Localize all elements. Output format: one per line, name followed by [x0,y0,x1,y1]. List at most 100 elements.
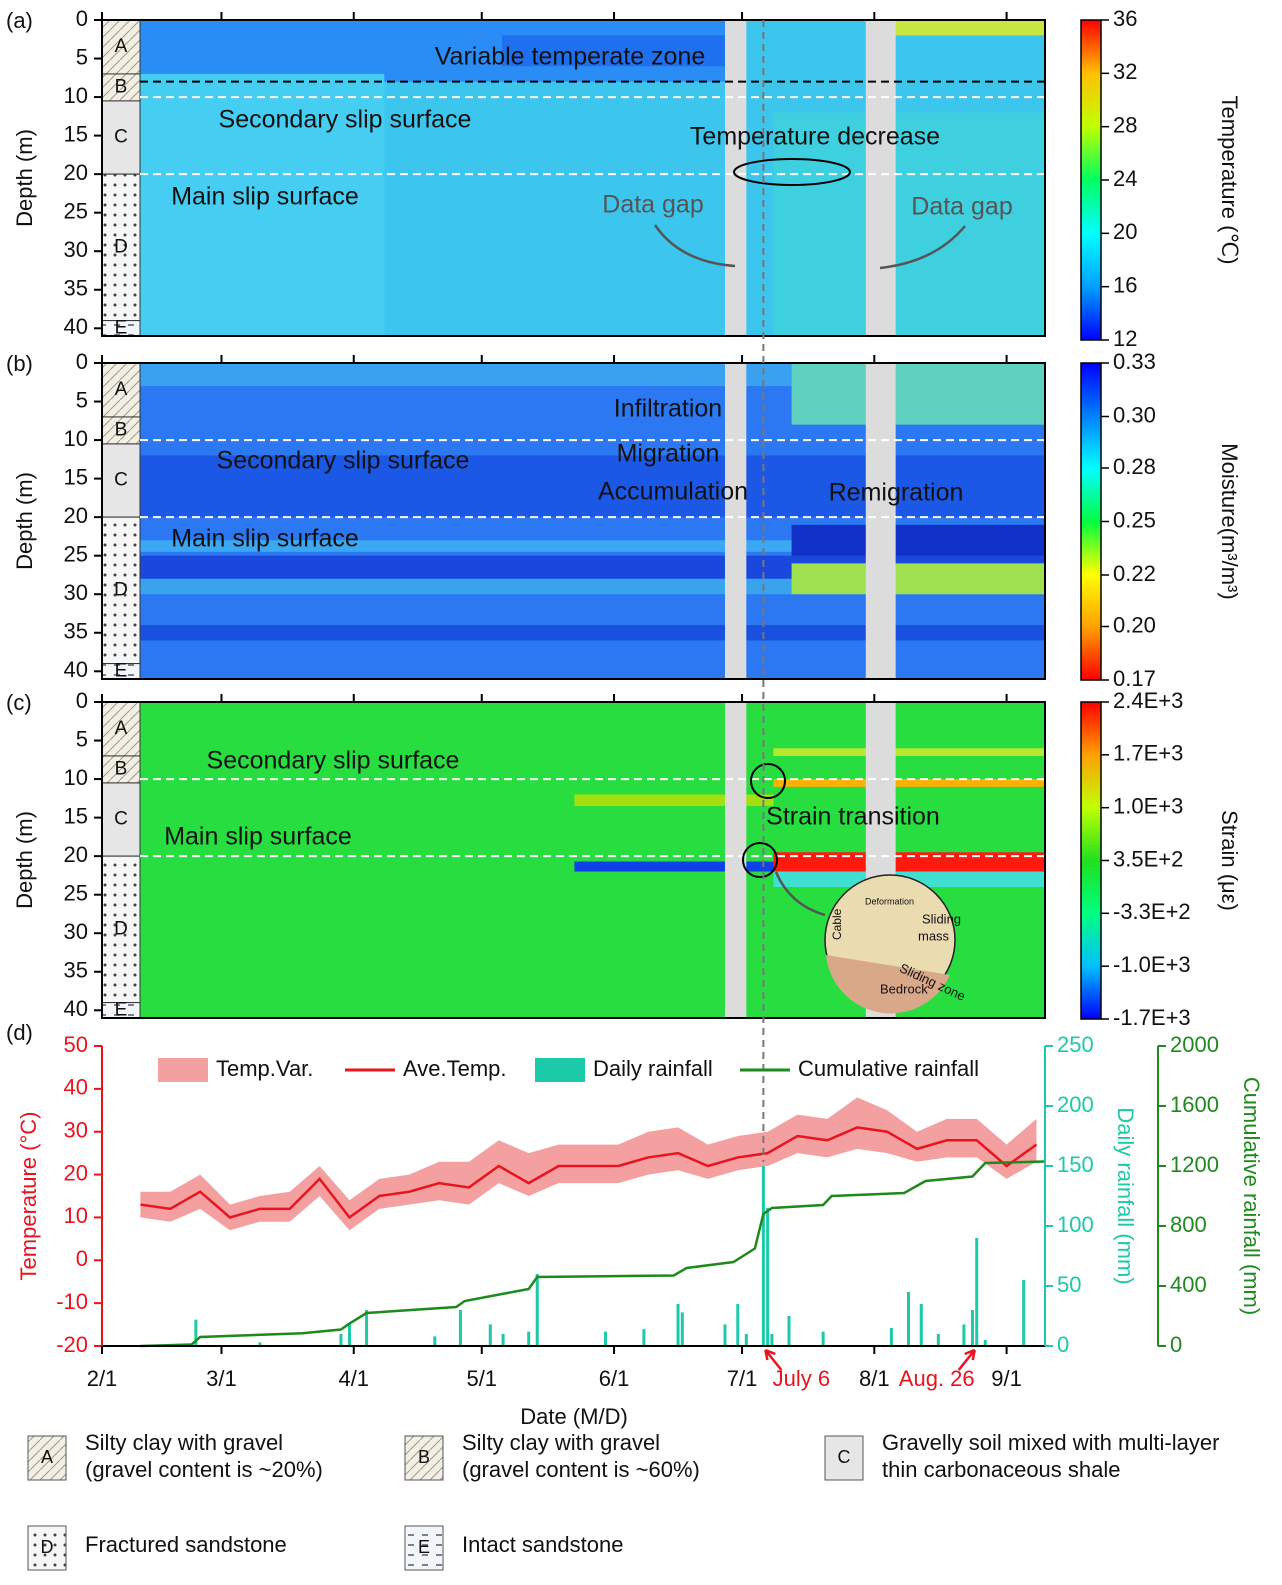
soil-icon [27,1525,67,1571]
rain-bar [194,1319,198,1346]
plot-frame [101,19,1046,337]
colorbar-tick-label: 12 [1113,326,1137,351]
stratum-code: A [115,718,128,739]
rain-bar [535,1274,539,1346]
soil-label: Gravelly soil mixed with multi-layer [882,1430,1219,1455]
inset-label: Deformation [865,896,914,906]
arrow [774,871,826,917]
y-tick-label: 0 [76,688,88,713]
heatmap-cell [791,563,1045,595]
inset-label: Cable [830,908,844,940]
colorbar-tick-label: 0.33 [1113,349,1156,374]
y-axis-label: Depth (m) [12,472,37,570]
stratum-code: D [114,236,128,257]
y-tick-label: 0 [76,349,88,374]
rain-bar [962,1324,966,1346]
colorbar-tick-label: 36 [1113,6,1137,31]
annotation-circle [750,763,786,799]
annotation: Data gap [602,191,703,219]
rain-bar [347,1324,351,1346]
y3-axis-label: Cumulative rainfall (mm) [1239,1077,1264,1315]
stratum-code: B [115,758,128,779]
x-tick-label: 2/1 [87,1366,118,1391]
x-tick-label: 7/1 [727,1366,758,1391]
colorbar [1080,362,1102,681]
y-tick-label: 15 [64,464,88,489]
y-tick-label: 20 [64,160,88,185]
date-annotation: Aug. 26 [899,1366,975,1391]
soil-label: (gravel content is ~20%) [85,1457,323,1482]
colorbar-label: Temperature (℃) [1217,96,1242,265]
heatmap-cell [791,363,1045,425]
panel-label: (c) [6,690,32,715]
colorbar-tick-label: -3.3E+2 [1113,899,1191,924]
stratum [101,100,141,175]
y-axis-label: Depth (m) [12,129,37,227]
rain-bar [723,1324,727,1346]
annotation-circle [742,842,778,878]
y2-tick-label: 200 [1057,1092,1094,1117]
y-tick-label: 25 [64,541,88,566]
panel-label: (d) [6,1020,33,1045]
colorbar-tick-label: 0.17 [1113,666,1156,691]
soil-code: D [41,1537,54,1557]
y-tick-label: 5 [76,726,88,751]
soil-code: E [418,1537,430,1557]
heatmap-cell [773,779,1045,787]
annotation: Secondary slip surface [207,747,460,775]
data-gap [724,20,747,336]
y-tick-label: 10 [64,426,88,451]
y-tick-label: 30 [64,919,88,944]
y-tick-label: 40 [64,314,88,339]
data-gap [865,20,896,336]
y-tick-label: 30 [64,580,88,605]
soil-code: C [838,1447,851,1467]
annotation: Secondary slip surface [219,106,472,134]
heatmap-cell [773,112,1045,336]
rain-bar [744,1334,748,1346]
annotation-arrow [764,1348,783,1371]
annotation: Variable temperate zone [435,43,706,71]
rain-bar [676,1304,680,1346]
y-tick-label: 25 [64,880,88,905]
rain-bar [433,1336,437,1346]
y-tick-label: 35 [64,276,88,301]
heatmap-cell [140,540,1045,552]
inset-label: Sliding [922,911,961,926]
inset-label: mass [918,928,950,943]
rain-bar [970,1310,974,1346]
annotation: Infiltration [614,395,722,423]
arrow [879,225,966,270]
rain-bar [889,1328,893,1346]
y2-tick-label: 50 [1057,1272,1081,1297]
annotation: Main slip surface [171,183,359,211]
stratum [101,173,141,322]
plot-frame [101,701,1046,1019]
stratum [101,755,141,784]
y2-tick-label: 100 [1057,1212,1094,1237]
colorbar-tick-label: 0.25 [1113,507,1156,532]
y-tick-label: -20 [56,1332,88,1357]
annotation: Main slip surface [171,525,359,553]
legend-swatch [535,1058,585,1082]
x-tick-label: 6/1 [599,1366,630,1391]
heatmap-cell [140,625,1045,641]
data-gap [724,702,747,1018]
soil-label: Fractured sandstone [85,1532,287,1557]
stratum-code: C [114,809,128,830]
y-tick-label: 0 [76,1246,88,1271]
colorbar [1080,701,1102,1020]
colorbar-tick-label: 24 [1113,166,1137,191]
stratum-code: A [115,379,128,400]
rain-bar [365,1310,369,1346]
y2-tick-label: 250 [1057,1032,1094,1057]
temperature-band [140,1097,1037,1231]
colorbar-tick-label: -1.7E+3 [1113,1005,1191,1030]
colorbar-tick-label: 3.5E+2 [1113,846,1183,871]
rain-bar [936,1334,940,1346]
rain-bar [604,1331,608,1346]
y-tick-label: 20 [64,1160,88,1185]
colorbar-tick-label: 0.22 [1113,561,1156,586]
y-tick-label: 15 [64,121,88,146]
legend-label: Daily rainfall [593,1056,713,1081]
